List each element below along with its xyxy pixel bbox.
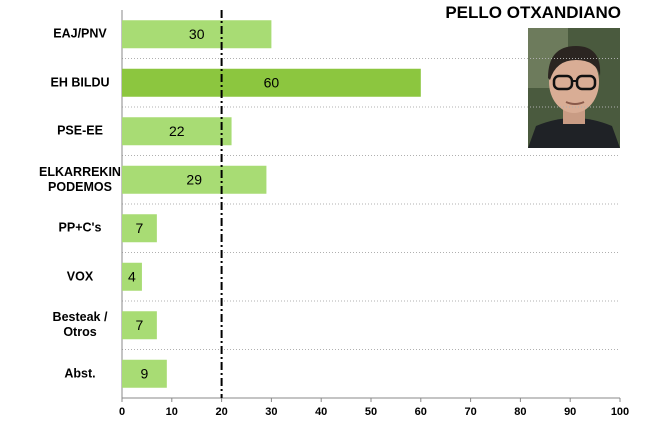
- chart-title: PELLO OTXANDIANO: [445, 3, 621, 22]
- bar: [122, 68, 421, 97]
- y-tick-label: Abst.: [64, 366, 96, 381]
- x-tick-label: 0: [119, 406, 125, 418]
- value-label: 60: [264, 74, 280, 90]
- bar: [122, 20, 272, 49]
- y-tick-label: EH BILDU: [50, 75, 110, 90]
- x-tick-label: 40: [315, 406, 327, 418]
- value-label: 7: [136, 220, 144, 236]
- value-label: 4: [128, 268, 136, 284]
- bar: [122, 117, 232, 146]
- bar: [122, 359, 167, 388]
- value-label: 22: [169, 123, 185, 139]
- value-label: 30: [189, 26, 205, 42]
- x-tick-label: 80: [514, 406, 526, 418]
- x-tick-label: 90: [564, 406, 576, 418]
- x-tick-label: 10: [166, 406, 178, 418]
- y-tick-label: PP+C's: [58, 220, 102, 235]
- value-label: 7: [136, 317, 144, 333]
- x-tick-label: 20: [215, 406, 227, 418]
- photo: [528, 28, 620, 148]
- x-tick-label: 70: [464, 406, 476, 418]
- y-tick-label: Besteak / Otros: [52, 310, 108, 340]
- bar: [122, 262, 142, 291]
- y-tick-label: EAJ/PNV: [53, 26, 107, 41]
- bar: [122, 165, 267, 194]
- x-tick-label: 30: [265, 406, 277, 418]
- x-tick-label: 50: [365, 406, 377, 418]
- x-tick-label: 100: [611, 406, 629, 418]
- y-tick-label: ELKARREKIN PODEMOS: [39, 164, 121, 194]
- x-tick-label: 60: [415, 406, 427, 418]
- y-tick-label: VOX: [66, 269, 94, 284]
- y-tick-label: PSE-EE: [57, 123, 103, 138]
- bar: [122, 214, 157, 243]
- value-label: 9: [141, 365, 149, 381]
- value-label: 29: [186, 171, 202, 187]
- bar: [122, 311, 157, 340]
